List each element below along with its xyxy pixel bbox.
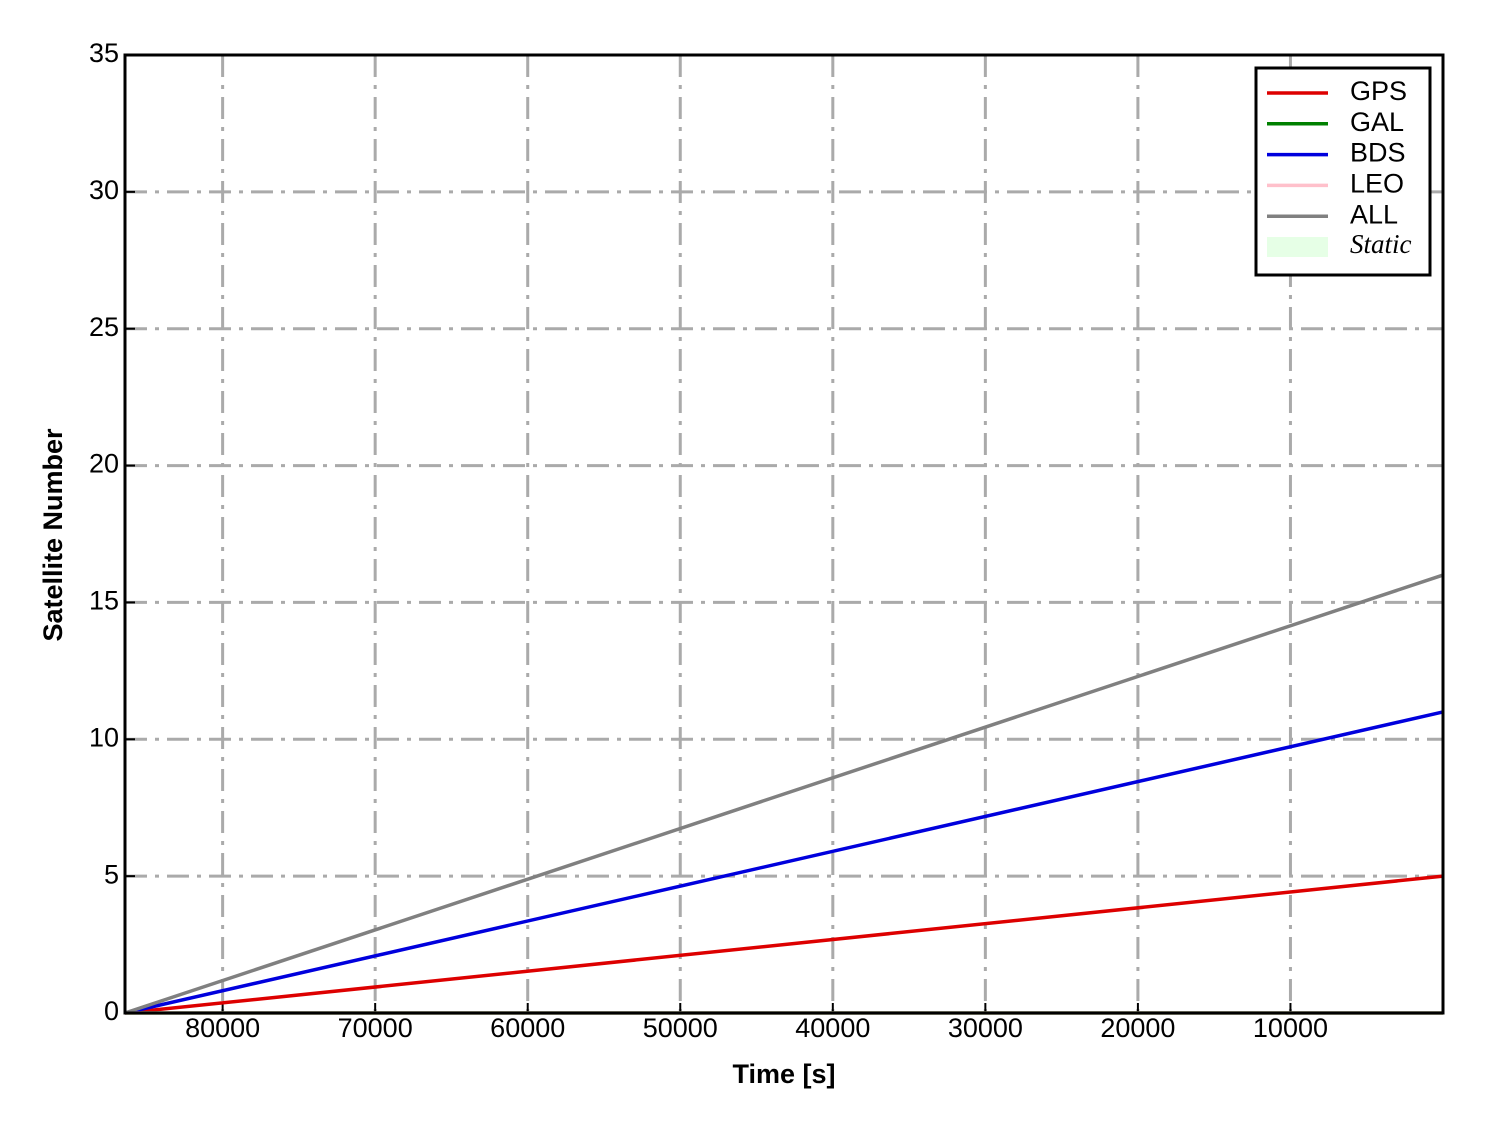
series-line [124, 573, 1444, 1015]
y-tick-label: 0 [104, 996, 119, 1026]
series-line [124, 710, 1444, 1015]
x-tick-label: 20000 [1100, 1013, 1175, 1043]
legend-label: BDS [1350, 138, 1406, 168]
legend-label: ALL [1350, 199, 1398, 229]
y-tick-label: 5 [104, 859, 119, 889]
x-tick-label: 80000 [185, 1013, 260, 1043]
x-tick-label: 70000 [338, 1013, 413, 1043]
y-tick-label: 35 [89, 38, 119, 68]
y-tick-label: 20 [89, 449, 119, 479]
legend-label: LEO [1350, 169, 1404, 199]
x-tick-label: 50000 [643, 1013, 718, 1043]
x-axis-label: Time [s] [732, 1059, 835, 1089]
x-tick-label: 10000 [1253, 1013, 1328, 1043]
plot-frame [123, 53, 1445, 1015]
y-tick-label: 10 [89, 722, 119, 752]
y-tick-label: 25 [89, 312, 119, 342]
series-line [124, 874, 1444, 1015]
x-tick-label: 30000 [948, 1013, 1023, 1043]
legend-label: Static [1350, 229, 1412, 259]
x-tick-label: 60000 [490, 1013, 565, 1043]
legend-swatch [1267, 237, 1328, 257]
y-tick-label: 15 [89, 586, 119, 616]
legend-label: GAL [1350, 107, 1404, 137]
y-tick-label: 30 [89, 175, 119, 205]
x-tick-label: 40000 [795, 1013, 870, 1043]
legend-label: GPS [1350, 76, 1407, 106]
y-axis-label: Satellite Number [38, 428, 68, 642]
